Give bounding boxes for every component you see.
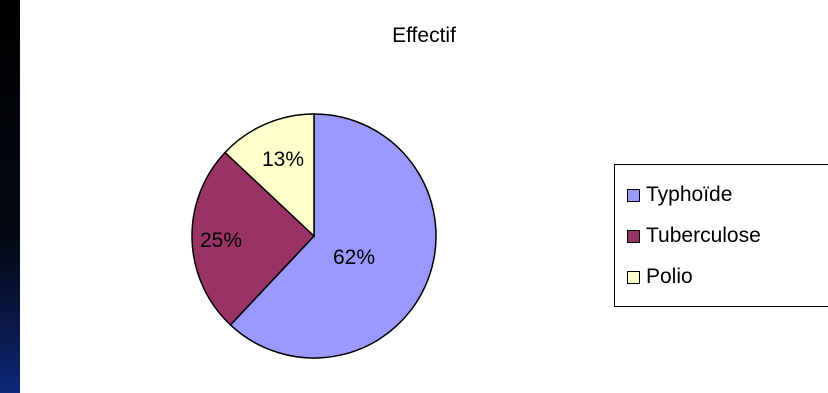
- legend-item-typhoide: Typhoïde: [627, 182, 732, 208]
- legend-swatch-typhoide: [627, 188, 640, 202]
- legend-swatch-tuberculose: [627, 229, 640, 243]
- legend-item-tuberculose: Tuberculose: [627, 223, 761, 249]
- data-label-typhoide: 62%: [333, 246, 375, 269]
- pie-chart: 62% 25% 13%: [191, 113, 437, 359]
- slide-edge-background: [0, 0, 20, 393]
- pie-slice-tuberculose: [191, 151, 316, 326]
- legend-label-typhoide: Typhoïde: [646, 183, 733, 206]
- legend-label-tuberculose: Tuberculose: [646, 224, 761, 247]
- chart-area: Effectif 62% 25% 13% Typhoïde Tuberculose …: [20, 0, 828, 393]
- legend-item-polio: Polio: [627, 264, 693, 290]
- chart-title: Effectif: [392, 24, 456, 47]
- legend-label-polio: Polio: [646, 265, 693, 288]
- data-label-tuberculose: 25%: [200, 229, 242, 252]
- legend-swatch-polio: [627, 270, 640, 284]
- data-label-polio: 13%: [262, 148, 304, 171]
- pie-slice-typhoide: [229, 113, 437, 359]
- chart-legend: Typhoïde Tuberculose Polio: [614, 164, 828, 307]
- pie-slice-polio: [224, 113, 315, 238]
